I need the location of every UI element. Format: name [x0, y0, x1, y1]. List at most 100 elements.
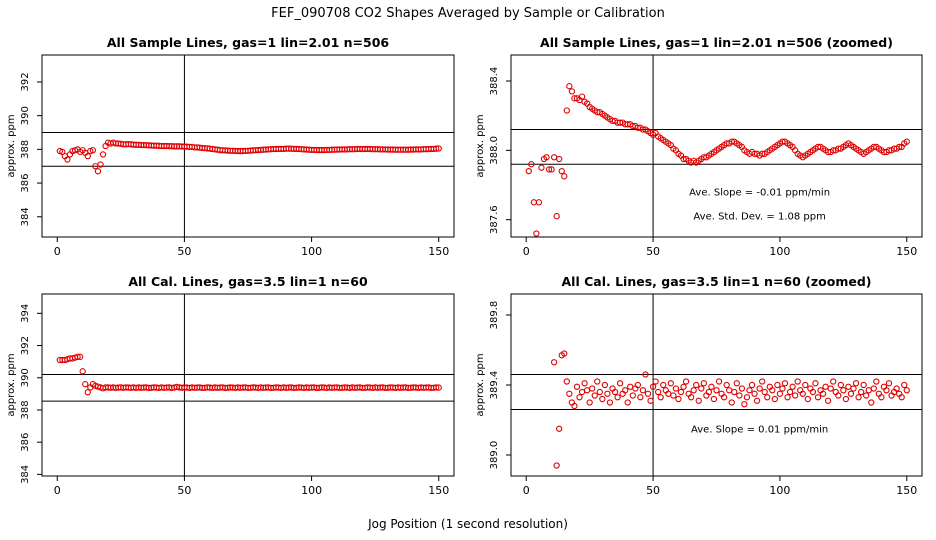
data-point: [809, 388, 817, 396]
data-point: [616, 380, 624, 387]
data-point: [687, 394, 695, 401]
data-point: [814, 394, 822, 401]
data-point: [728, 399, 735, 406]
chart-annotation: Ave. Std. Dev. = 1.08 ppm: [693, 212, 825, 223]
data-point: [903, 138, 910, 145]
data-point: [698, 385, 705, 392]
data-point: [556, 155, 563, 163]
plot-frame: [510, 293, 923, 477]
data-point: [761, 388, 768, 396]
data-point: [566, 390, 573, 397]
x-tick-label: 0: [54, 245, 61, 258]
data-point: [548, 166, 555, 173]
y-tick-label: 386: [20, 433, 31, 452]
data-point: [84, 152, 91, 160]
data-series: [56, 139, 442, 175]
data-point: [802, 381, 809, 389]
x-tick-label: 150: [896, 484, 917, 497]
x-tick-label: 150: [896, 245, 917, 258]
data-point: [789, 383, 796, 390]
data-point: [822, 383, 829, 390]
chart-panel-4: All Cal. Lines, gas=3.5 lin=1 n=60 (zoom…: [475, 274, 923, 497]
y-tick-label: 392: [20, 336, 31, 355]
data-point: [693, 381, 700, 389]
data-point: [596, 388, 603, 396]
data-point: [720, 394, 728, 401]
data-point: [660, 381, 667, 389]
data-point: [771, 395, 779, 403]
data-point: [680, 383, 687, 390]
x-tick-label: 150: [428, 484, 449, 497]
y-tick-label: 387.6: [489, 205, 500, 234]
x-tick-label: 0: [523, 484, 530, 497]
data-point: [819, 390, 827, 397]
data-point: [682, 378, 690, 385]
y-tick-label: 390: [20, 106, 31, 125]
data-point: [791, 392, 799, 399]
chart-panel-1: All Sample Lines, gas=1 lin=2.01 n=506 0 5…: [6, 35, 455, 258]
chart-annotation: Ave. Slope = -0.01 ppm/min: [689, 187, 830, 198]
y-tick-label: 388.4: [489, 67, 500, 96]
data-point: [677, 388, 685, 396]
data-point: [690, 387, 697, 394]
data-point: [601, 381, 609, 389]
y-axis-label: approx. ppm: [475, 114, 486, 177]
data-point: [878, 394, 885, 401]
data-point: [550, 359, 558, 366]
data-point: [827, 385, 834, 392]
plot-frame: [510, 54, 923, 238]
data-point: [563, 107, 570, 114]
data-point: [748, 381, 756, 389]
data-point: [852, 380, 860, 387]
data-point: [779, 385, 786, 392]
y-tick-label: 384: [20, 207, 31, 226]
page-xlabel: Jog Position (1 second resolution): [368, 517, 568, 531]
data-point: [794, 378, 801, 385]
data-point: [571, 402, 578, 410]
y-tick-label: 386: [20, 174, 31, 193]
data-point: [82, 381, 89, 388]
data-point: [901, 381, 908, 389]
data-point: [622, 387, 629, 394]
data-point: [776, 390, 784, 397]
data-point: [639, 387, 647, 394]
x-tick-label: 50: [177, 245, 191, 258]
data-point: [715, 378, 723, 385]
data-point: [700, 380, 707, 387]
chart-title: All Sample Lines, gas=1 lin=2.01 n=506: [107, 35, 390, 50]
x-tick-label: 100: [301, 245, 322, 258]
data-point: [847, 390, 855, 397]
chart-title: All Sample Lines, gas=1 lin=2.01 n=506 (…: [540, 35, 893, 50]
data-point: [781, 380, 789, 387]
data-point: [893, 385, 900, 392]
data-point: [634, 381, 642, 389]
data-point: [769, 387, 776, 394]
data-point: [708, 383, 715, 390]
data-point: [99, 151, 107, 158]
y-tick-label: 388: [20, 140, 31, 159]
data-point: [840, 387, 847, 394]
x-tick-label: 100: [769, 484, 790, 497]
data-point: [629, 392, 636, 399]
data-point: [835, 392, 842, 399]
data-point: [530, 199, 537, 206]
data-point: [759, 378, 766, 385]
data-point: [568, 88, 576, 95]
data-point: [76, 353, 84, 360]
data-point: [604, 390, 611, 397]
page-title: FEF_090708 CO2 Shapes Averaged by Sample…: [271, 6, 665, 21]
data-point: [581, 380, 588, 387]
data-point: [657, 394, 664, 401]
data-point: [649, 383, 657, 390]
data-point: [606, 399, 614, 406]
y-tick-label: 388: [20, 400, 31, 419]
data-point: [594, 378, 601, 385]
data-point: [556, 425, 563, 432]
data-point: [578, 388, 586, 396]
data-point: [566, 83, 573, 90]
data-point: [705, 388, 713, 396]
data-point: [695, 397, 702, 404]
data-point: [855, 394, 862, 401]
data-point: [837, 381, 844, 389]
